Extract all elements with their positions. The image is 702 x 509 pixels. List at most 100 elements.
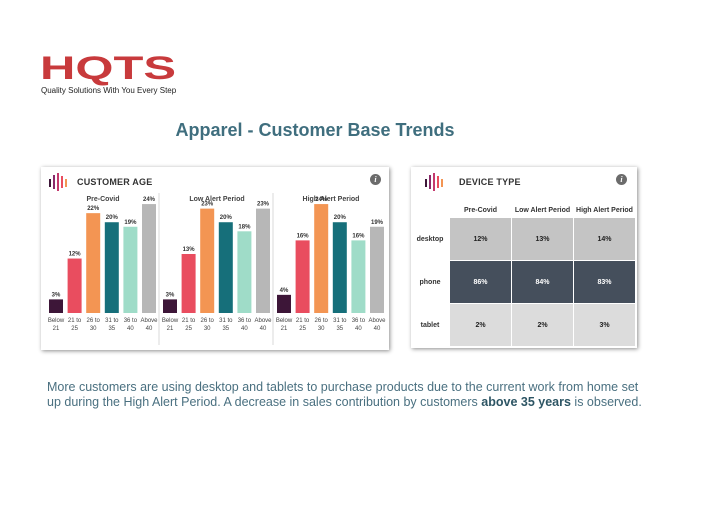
column-header: High Alert Period [576,206,633,214]
bar [218,222,233,313]
heatmap-cell: 83% [573,260,636,304]
bar [123,226,138,313]
data-label: 20% [220,215,233,221]
tick-label: 26 to [87,318,101,324]
tick-label: 31 to [105,318,119,324]
heatmap-cell: 84% [511,260,574,304]
bar [351,240,366,313]
column-header: Pre-Covid [463,206,498,214]
heatmap-cell: 13% [511,217,574,261]
tick-label: 21 to [182,318,196,324]
tick-label: 25 [71,326,78,332]
bar [86,213,101,313]
tick-label: 40 [146,326,153,332]
heatmap-cell: 14% [573,217,636,261]
caption-highlight: above 35 years [481,395,571,409]
bar [295,240,310,313]
info-icon[interactable]: i [370,174,381,185]
heatmap-cell: 3% [573,303,636,347]
customer-age-panel: CUSTOMER AGE i Pre-Covid 3% Below 21 12% 21 t… [41,167,389,350]
tick-label: 26 to [201,318,215,324]
bar [104,222,119,313]
tick-label: 40 [127,326,134,332]
tick-label: 30 [204,326,211,332]
tick-label: 25 [299,326,306,332]
data-label: 16% [297,233,310,239]
data-label: 19% [124,220,137,226]
tick-label: 21 [53,326,60,332]
device-type-table: Pre-Covid Low Alert Period High Alert Peri… [411,203,636,347]
heatmap-cell: 2% [449,303,512,347]
tick-label: 30 [90,326,97,332]
tick-label: 25 [185,326,192,332]
tick-label: 40 [260,326,267,332]
caption-text-end: is observed. [570,395,642,409]
tagline: Quality Solutions With You Every Step [41,86,177,95]
tick-label: 31 to [333,318,347,324]
tick-label: 40 [374,326,381,332]
tick-label: Above [140,318,158,324]
caption-text: More customers are using desktop and tab… [47,380,639,409]
tick-label: 21 to [68,318,82,324]
column-header: Low Alert Period [514,206,571,214]
bar [142,204,156,313]
table-corner [411,203,450,218]
tick-label: 26 to [315,318,329,324]
company-logo: HQTS [40,52,180,102]
bar [181,254,196,313]
data-label: 16% [352,233,365,239]
table-row: tablet 2% 2% 3% [411,303,636,347]
bar [67,258,82,313]
heatmap-cell: 86% [449,260,512,304]
row-label: phone [419,278,441,286]
data-label: 13% [183,247,196,253]
data-label: 19% [371,220,384,226]
tick-label: 36 to [352,318,366,324]
device-type-panel: DEVICE TYPE i Pre-Covid Low Alert Period H… [411,167,637,348]
data-label: 24% [315,197,328,203]
tick-label: 21 [167,326,174,332]
table-row: phone 86% 84% 83% [411,260,636,304]
tick-label: 36 to [238,318,252,324]
table-row: desktop 12% 13% 14% [411,217,636,261]
tick-label: 35 [222,326,229,332]
data-label: 4% [280,288,289,294]
customer-age-title: CUSTOMER AGE [77,177,153,187]
heatmap-cell: 12% [449,217,512,261]
data-label: 12% [69,252,82,258]
bar [49,299,63,313]
data-label: 20% [106,215,119,221]
bar [163,299,177,313]
bar [237,231,252,313]
bar [332,222,347,313]
bar [256,208,270,313]
bar [277,294,291,313]
data-label: 3% [52,292,61,298]
tick-label: 31 to [219,318,233,324]
data-label: 24% [143,197,156,203]
data-label: 3% [166,292,175,298]
heatmap-cell: 2% [511,303,574,347]
page-title: Apparel - Customer Base Trends [175,120,455,140]
bar-logo-icon [425,173,443,191]
data-label: 22% [87,206,100,212]
tick-label: 21 to [296,318,310,324]
tick-label: Below [276,318,293,324]
panel-label: Pre-Covid [86,196,119,203]
data-label: 23% [201,202,214,208]
bar [370,226,384,313]
tick-label: 35 [108,326,115,332]
tick-label: 35 [336,326,343,332]
info-icon[interactable]: i [616,174,627,185]
tick-label: 40 [355,326,362,332]
tick-label: Above [254,318,272,324]
data-label: 18% [238,224,251,230]
tick-label: Below [162,318,179,324]
bar [314,204,329,313]
tick-label: 36 to [124,318,138,324]
tick-label: 21 [281,326,288,332]
data-label: 20% [334,215,347,221]
panel-label: High Alert Period [303,196,360,203]
data-label: 23% [257,202,270,208]
bar [200,208,215,313]
